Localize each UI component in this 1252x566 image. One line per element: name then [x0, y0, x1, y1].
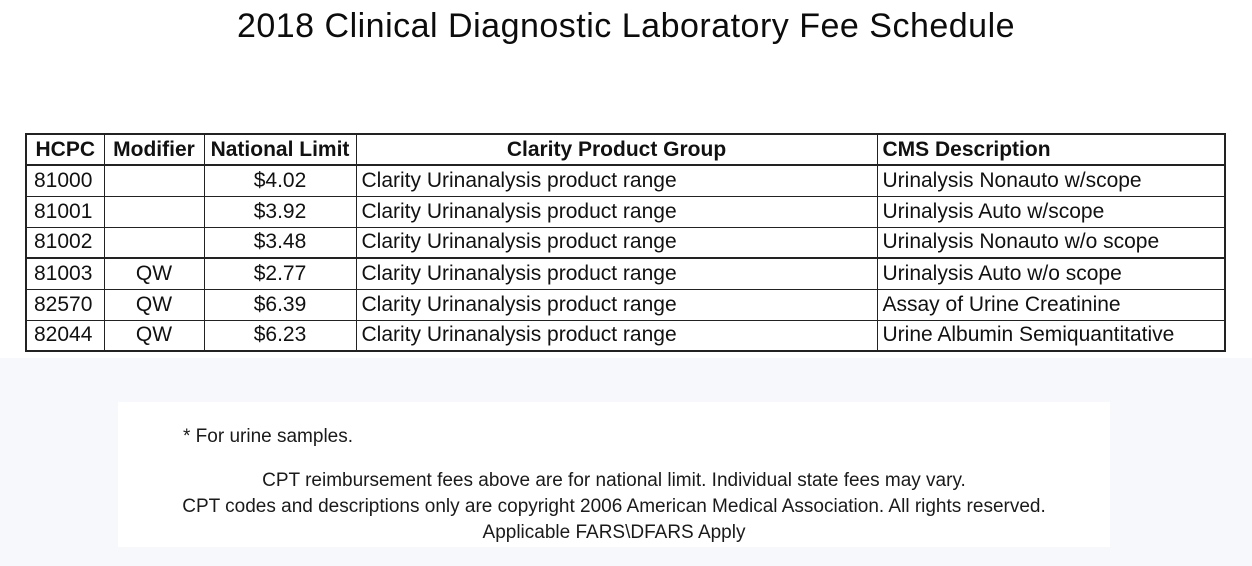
cell-modifier: [103, 226, 205, 259]
table-row: 81002 $3.48 Clarity Urinanalysis product…: [25, 226, 1226, 259]
header-row: HCPC Modifier National Limit Clarity Pro…: [25, 133, 1226, 166]
footnote-fars-dfars: Applicable FARS\DFARS Apply: [482, 522, 746, 543]
footnote-card: [118, 402, 1110, 547]
cell-modifier: [103, 164, 205, 197]
page-title: 2018 Clinical Diagnostic Laboratory Fee …: [236, 7, 1016, 45]
cell-cms-description: Urine Albumin Semiquantitative: [876, 319, 1226, 352]
column-header-cms-description: CMS Description: [876, 133, 1226, 166]
cell-national-limit: $3.92: [203, 195, 357, 228]
cell-product-group: Clarity Urinanalysis product range: [355, 288, 878, 321]
cell-national-limit: $4.02: [203, 164, 357, 197]
table-row: 81000 $4.02 Clarity Urinanalysis product…: [25, 164, 1226, 197]
cell-hcpc: 82044: [25, 319, 105, 352]
cell-hcpc: 81002: [25, 226, 105, 259]
cell-hcpc: 81001: [25, 195, 105, 228]
cell-product-group: Clarity Urinanalysis product range: [355, 319, 878, 352]
column-header-modifier: Modifier: [103, 133, 205, 166]
cell-national-limit: $6.23: [203, 319, 357, 352]
fee-schedule-table: HCPC Modifier National Limit Clarity Pro…: [25, 133, 1226, 352]
cell-cms-description: Urinalysis Nonauto w/scope: [876, 164, 1226, 197]
cell-cms-description: Urinalysis Nonauto w/o scope: [876, 226, 1226, 259]
column-header-clarity-product-group: Clarity Product Group: [355, 133, 878, 166]
table-header: HCPC Modifier National Limit Clarity Pro…: [25, 133, 1226, 166]
cell-national-limit: $3.48: [203, 226, 357, 259]
column-header-national-limit: National Limit: [203, 133, 357, 166]
cell-cms-description: Assay of Urine Creatinine: [876, 288, 1226, 321]
footnote-block: CPT reimbursement fees above are for nat…: [118, 468, 1110, 546]
cell-hcpc: 81000: [25, 164, 105, 197]
cell-product-group: Clarity Urinanalysis product range: [355, 257, 878, 290]
column-header-hcpc: HCPC: [25, 133, 105, 166]
cell-cms-description: Urinalysis Auto w/o scope: [876, 257, 1226, 290]
cell-national-limit: $2.77: [203, 257, 357, 290]
cell-modifier: QW: [103, 288, 205, 321]
cell-hcpc: 82570: [25, 288, 105, 321]
footnote-urine-samples: * For urine samples.: [183, 426, 354, 447]
cell-product-group: Clarity Urinanalysis product range: [355, 164, 878, 197]
footnote-national-limit: CPT reimbursement fees above are for nat…: [262, 470, 966, 491]
cell-cms-description: Urinalysis Auto w/scope: [876, 195, 1226, 228]
cell-hcpc: 81003: [25, 257, 105, 290]
table-row: 81003 QW $2.77 Clarity Urinanalysis prod…: [25, 257, 1226, 290]
cell-product-group: Clarity Urinanalysis product range: [355, 226, 878, 259]
table-row: 81001 $3.92 Clarity Urinanalysis product…: [25, 195, 1226, 228]
table-row: 82570 QW $6.39 Clarity Urinanalysis prod…: [25, 288, 1226, 321]
footnote-copyright: CPT codes and descriptions only are copy…: [182, 496, 1046, 517]
table-row: 82044 QW $6.23 Clarity Urinanalysis prod…: [25, 319, 1226, 352]
cell-national-limit: $6.39: [203, 288, 357, 321]
cell-modifier: QW: [103, 257, 205, 290]
table-body: 81000 $4.02 Clarity Urinanalysis product…: [25, 164, 1226, 352]
cell-modifier: QW: [103, 319, 205, 352]
cell-product-group: Clarity Urinanalysis product range: [355, 195, 878, 228]
cell-modifier: [103, 195, 205, 228]
